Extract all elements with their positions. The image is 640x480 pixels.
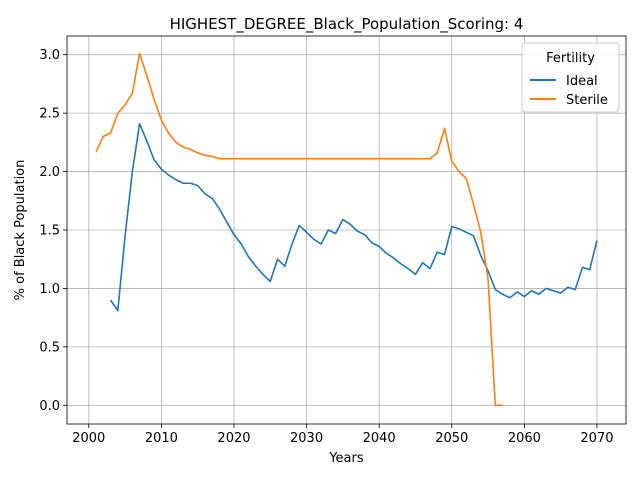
x-tick-label: 2050 [435,431,468,446]
y-tick-label: 0.0 [39,399,60,414]
series-line-ideal [109,122,598,312]
y-tick-label: 3.0 [39,48,60,63]
x-tick-label: 2040 [363,431,396,446]
x-tick-label: 2010 [145,431,178,446]
x-tick-label: 2030 [290,431,323,446]
x-tick-label: 2000 [72,431,105,446]
x-tick-label: 2060 [508,431,541,446]
legend: Fertility Ideal Sterile [521,42,620,113]
x-tick-label: 2020 [217,431,250,446]
series-line-sterile [95,52,503,407]
y-axis-label: % of Black Population [13,160,28,301]
y-tick-label: 0.5 [39,340,60,355]
chart-title: HIGHEST_DEGREE_Black_Population_Scoring:… [170,15,524,34]
legend-box [521,42,620,113]
x-tick-label: 2070 [580,431,613,446]
x-axis: 2000 2010 2020 2030 2040 2050 2060 2070 [72,424,614,446]
y-tick-label: 2.5 [39,107,60,122]
legend-title: Fertility [546,51,595,66]
legend-label-sterile: Sterile [566,93,608,108]
y-tick-label: 1.0 [39,282,60,297]
legend-label-ideal: Ideal [566,74,598,89]
y-tick-label: 1.5 [39,224,60,239]
x-axis-label: Years [328,451,364,466]
series-layer [95,52,598,407]
y-axis: 0.0 0.5 1.0 1.5 2.0 2.5 3.0 [39,48,67,414]
y-tick-label: 2.0 [39,165,60,180]
